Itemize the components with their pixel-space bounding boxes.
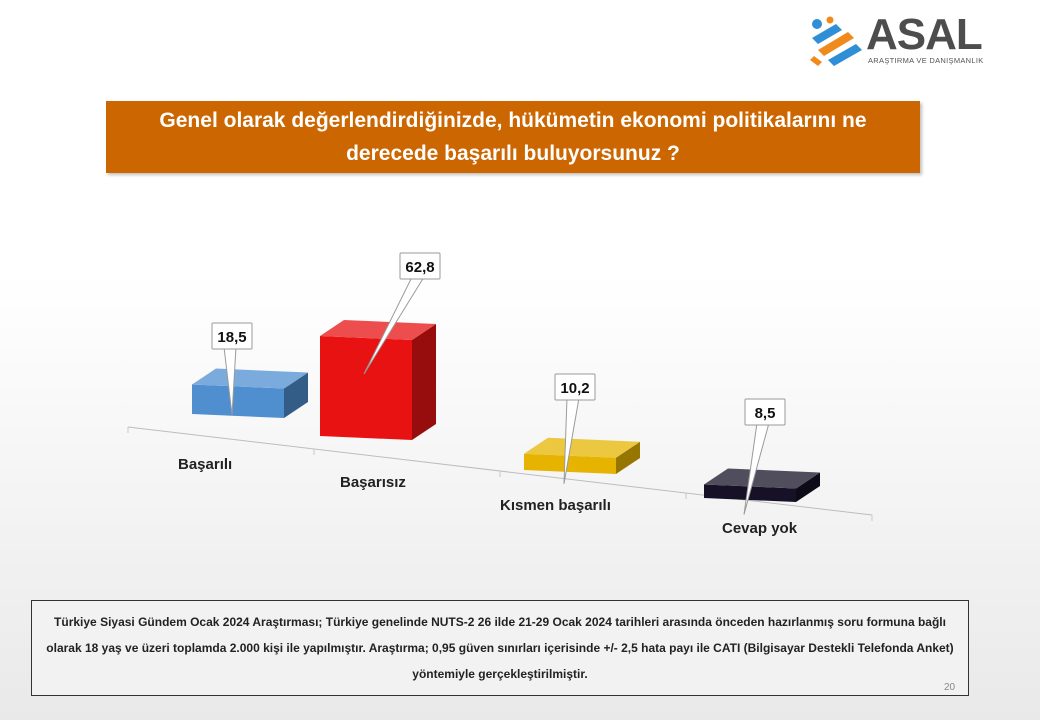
data-label-pointer bbox=[743, 422, 770, 515]
brand-logo: ASAL ARAŞTIRMA VE DANIŞMANLIK bbox=[808, 10, 998, 70]
data-label: 8,5 bbox=[755, 405, 776, 422]
bar-front-3 bbox=[524, 453, 616, 474]
data-label-box bbox=[554, 373, 596, 401]
question-title-banner: Genel olarak değerlendirdiğinizde, hüküm… bbox=[106, 101, 920, 173]
methodology-note: Türkiye Siyasi Gündem Ocak 2024 Araştırm… bbox=[31, 600, 969, 696]
data-label: 62,8 bbox=[405, 259, 434, 276]
data-label: 18,5 bbox=[217, 329, 246, 346]
bar-chart: 18,5 Başarılı 62,8 Başarısız 10,2 Kısmen başa… bbox=[127, 252, 873, 537]
bar-side-4 bbox=[796, 472, 820, 502]
bar-front-1 bbox=[192, 384, 284, 418]
category-label: Başarısız bbox=[340, 474, 406, 491]
category-label: Başarılı bbox=[178, 456, 232, 473]
page-number: 20 bbox=[944, 682, 956, 693]
bar-top-4 bbox=[704, 468, 820, 489]
methodology-text: Türkiye Siyasi Gündem Ocak 2024 Araştırm… bbox=[46, 615, 954, 681]
data-label-box bbox=[399, 252, 441, 280]
bar-top-3 bbox=[524, 437, 640, 458]
bar-side-3 bbox=[616, 441, 640, 474]
category-label: Kısmen başarılı bbox=[500, 497, 611, 514]
question-title: Genel olarak değerlendirdiğinizde, hüküm… bbox=[159, 109, 867, 165]
bar-top-2 bbox=[320, 320, 436, 340]
bar-top-1 bbox=[192, 368, 308, 389]
data-label-box bbox=[744, 398, 786, 426]
brand-tagline: ARAŞTIRMA VE DANIŞMANLIK bbox=[868, 56, 984, 65]
brand-name: ASAL bbox=[866, 10, 983, 59]
bar-front-2 bbox=[320, 336, 412, 440]
logo-mark-icon bbox=[810, 16, 862, 66]
bar-side-1 bbox=[284, 372, 308, 418]
category-label: Cevap yok bbox=[722, 520, 798, 537]
bar-side-2 bbox=[412, 324, 436, 440]
data-label: 10,2 bbox=[560, 380, 589, 397]
data-label-box bbox=[211, 322, 253, 350]
